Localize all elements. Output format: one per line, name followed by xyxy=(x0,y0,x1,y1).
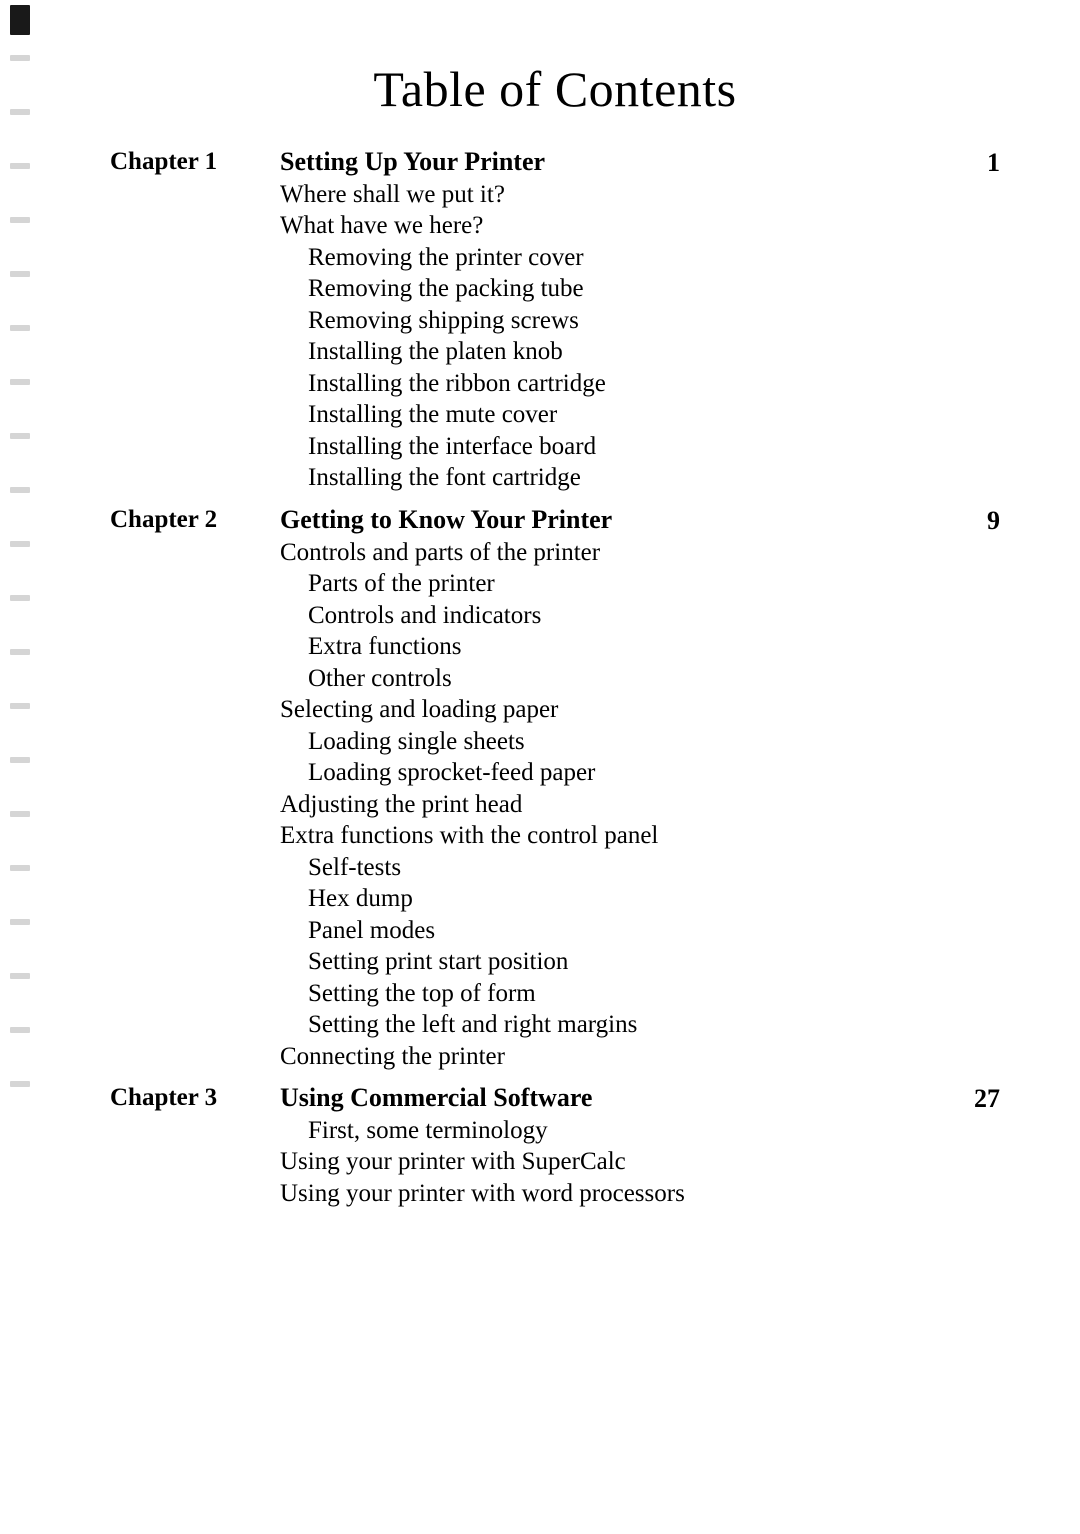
binding-marks xyxy=(10,5,40,1205)
chapter-page-number: 1 xyxy=(940,146,1000,494)
chapter-page-number: 9 xyxy=(940,504,1000,1072)
toc-entry: Parts of the printer xyxy=(280,568,930,600)
toc-entry: Using your printer with word processors xyxy=(280,1178,930,1210)
chapter: Chapter 3Using Commercial SoftwareFirst,… xyxy=(110,1082,1000,1209)
toc-entry: Self-tests xyxy=(280,852,930,884)
toc-entry: Controls and indicators xyxy=(280,600,930,632)
toc-entry: First, some terminology xyxy=(280,1115,930,1147)
chapter-label: Chapter 3 xyxy=(110,1082,270,1209)
toc-entry: Installing the ribbon cartridge xyxy=(280,368,930,400)
table-of-contents: Chapter 1Setting Up Your PrinterWhere sh… xyxy=(110,146,1000,1209)
page: Table of Contents Chapter 1Setting Up Yo… xyxy=(0,0,1080,1279)
toc-entry: Hex dump xyxy=(280,883,930,915)
chapter: Chapter 2Getting to Know Your PrinterCon… xyxy=(110,504,1000,1072)
toc-entry: Removing the packing tube xyxy=(280,273,930,305)
chapter-title: Setting Up Your Printer xyxy=(280,146,930,179)
toc-entry: Setting the left and right margins xyxy=(280,1009,930,1041)
toc-entry: Loading sprocket-feed paper xyxy=(280,757,930,789)
toc-entry: What have we here? xyxy=(280,210,930,242)
chapter-body: Getting to Know Your PrinterControls and… xyxy=(280,504,930,1072)
toc-entry: Installing the font cartridge xyxy=(280,462,930,494)
toc-entry: Removing shipping screws xyxy=(280,305,930,337)
toc-entry: Where shall we put it? xyxy=(280,179,930,211)
chapter-label: Chapter 2 xyxy=(110,504,270,1072)
toc-entry: Installing the platen knob xyxy=(280,336,930,368)
toc-entry: Connecting the printer xyxy=(280,1041,930,1073)
chapter-title: Getting to Know Your Printer xyxy=(280,504,930,537)
toc-entry: Extra functions with the control panel xyxy=(280,820,930,852)
toc-entry: Loading single sheets xyxy=(280,726,930,758)
chapter-body: Using Commercial SoftwareFirst, some ter… xyxy=(280,1082,930,1209)
chapter: Chapter 1Setting Up Your PrinterWhere sh… xyxy=(110,146,1000,494)
toc-entry: Adjusting the print head xyxy=(280,789,930,821)
toc-entry: Setting print start position xyxy=(280,946,930,978)
toc-entry: Other controls xyxy=(280,663,930,695)
chapter-page-number: 27 xyxy=(940,1082,1000,1209)
page-title: Table of Contents xyxy=(110,60,1000,118)
chapter-label: Chapter 1 xyxy=(110,146,270,494)
toc-entry: Removing the printer cover xyxy=(280,242,930,274)
toc-entry: Controls and parts of the printer xyxy=(280,537,930,569)
toc-entry: Installing the interface board xyxy=(280,431,930,463)
chapter-title: Using Commercial Software xyxy=(280,1082,930,1115)
chapter-body: Setting Up Your PrinterWhere shall we pu… xyxy=(280,146,930,494)
toc-entry: Selecting and loading paper xyxy=(280,694,930,726)
toc-entry: Using your printer with SuperCalc xyxy=(280,1146,930,1178)
toc-entry: Setting the top of form xyxy=(280,978,930,1010)
toc-entry: Extra functions xyxy=(280,631,930,663)
toc-entry: Panel modes xyxy=(280,915,930,947)
toc-entry: Installing the mute cover xyxy=(280,399,930,431)
